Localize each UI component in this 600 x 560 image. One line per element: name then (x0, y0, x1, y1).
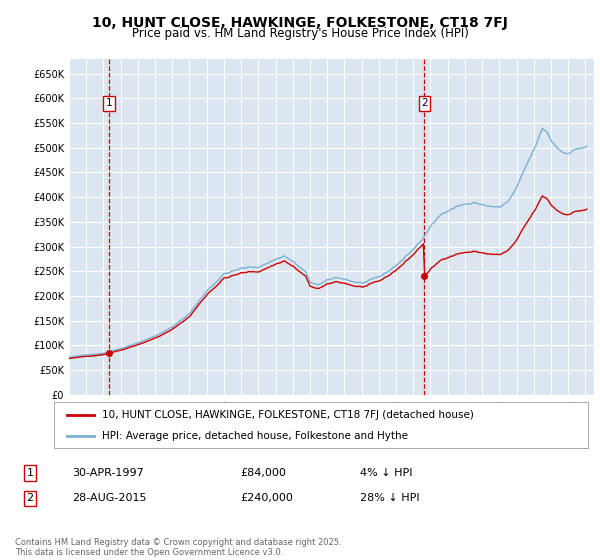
Text: 1: 1 (106, 98, 112, 108)
Text: Contains HM Land Registry data © Crown copyright and database right 2025.
This d: Contains HM Land Registry data © Crown c… (15, 538, 341, 557)
Text: 30-APR-1997: 30-APR-1997 (72, 468, 144, 478)
Text: 10, HUNT CLOSE, HAWKINGE, FOLKESTONE, CT18 7FJ: 10, HUNT CLOSE, HAWKINGE, FOLKESTONE, CT… (92, 16, 508, 30)
Text: 1: 1 (26, 468, 34, 478)
Text: £240,000: £240,000 (240, 493, 293, 503)
Text: 2: 2 (26, 493, 34, 503)
Text: 2: 2 (421, 98, 428, 108)
Text: 28-AUG-2015: 28-AUG-2015 (72, 493, 146, 503)
Text: HPI: Average price, detached house, Folkestone and Hythe: HPI: Average price, detached house, Folk… (102, 431, 408, 441)
Text: 28% ↓ HPI: 28% ↓ HPI (360, 493, 419, 503)
Text: 10, HUNT CLOSE, HAWKINGE, FOLKESTONE, CT18 7FJ (detached house): 10, HUNT CLOSE, HAWKINGE, FOLKESTONE, CT… (102, 410, 474, 420)
Text: Price paid vs. HM Land Registry's House Price Index (HPI): Price paid vs. HM Land Registry's House … (131, 27, 469, 40)
Text: £84,000: £84,000 (240, 468, 286, 478)
Text: 4% ↓ HPI: 4% ↓ HPI (360, 468, 413, 478)
